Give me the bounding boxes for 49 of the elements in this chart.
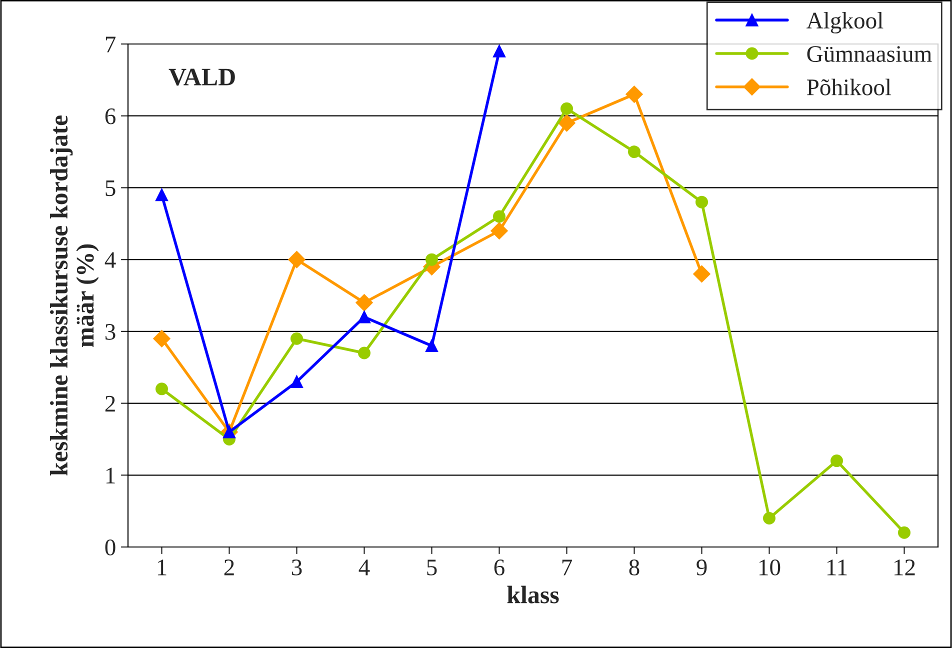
annotation: VALD: [168, 68, 235, 86]
legend-label: Gümnaasium: [807, 46, 932, 62]
y-tick-label: 1: [106, 468, 115, 484]
point: [693, 265, 710, 282]
point: [626, 86, 643, 103]
y-tick-label: 3: [106, 324, 116, 340]
point: [898, 526, 910, 539]
point: [156, 188, 168, 202]
x-tick-label: 1: [158, 560, 166, 576]
point: [156, 382, 168, 396]
x-tick-label: 2: [224, 560, 234, 576]
point: [558, 114, 576, 132]
point: [290, 332, 303, 345]
point: [153, 330, 170, 348]
x-tick-label: 10: [760, 559, 780, 576]
x-tick-label: 5: [427, 560, 437, 576]
point: [358, 310, 370, 324]
y-tick-label: 6: [105, 108, 116, 124]
point: [830, 454, 843, 468]
x-tick-label: 7: [562, 560, 572, 576]
y-tick-label: 5: [106, 180, 116, 196]
legend-label: Põhikool: [806, 78, 892, 96]
x-tick-label: 4: [358, 560, 370, 576]
point: [358, 346, 370, 360]
point: [426, 340, 438, 352]
x-tick-label: 6: [494, 560, 504, 576]
x-tick-label: 8: [629, 559, 640, 576]
y-tick-label: 2: [105, 396, 115, 412]
x-tick-label: 11: [827, 560, 847, 576]
point: [763, 512, 776, 525]
y-tick-label: 4: [104, 252, 116, 268]
point: [628, 146, 640, 158]
point: [493, 44, 506, 58]
point: [288, 251, 306, 268]
x-axis-title: klass: [507, 586, 559, 604]
x-tick-label: 9: [696, 560, 707, 576]
point: [356, 294, 373, 312]
point: [490, 222, 508, 240]
point: [290, 375, 303, 388]
y-axis-title: keskmine klassikursuse kordajate määr (%): [50, 116, 99, 476]
x-tick-label: 3: [292, 560, 302, 576]
legend-label: Algkool: [806, 12, 884, 34]
point: [696, 196, 708, 208]
point: [426, 253, 438, 266]
x-tick-label: 12: [894, 560, 915, 576]
point: [493, 210, 506, 223]
y-tick-label: 0: [105, 539, 116, 556]
y-tick-label: 7: [106, 36, 116, 52]
point: [560, 102, 573, 115]
